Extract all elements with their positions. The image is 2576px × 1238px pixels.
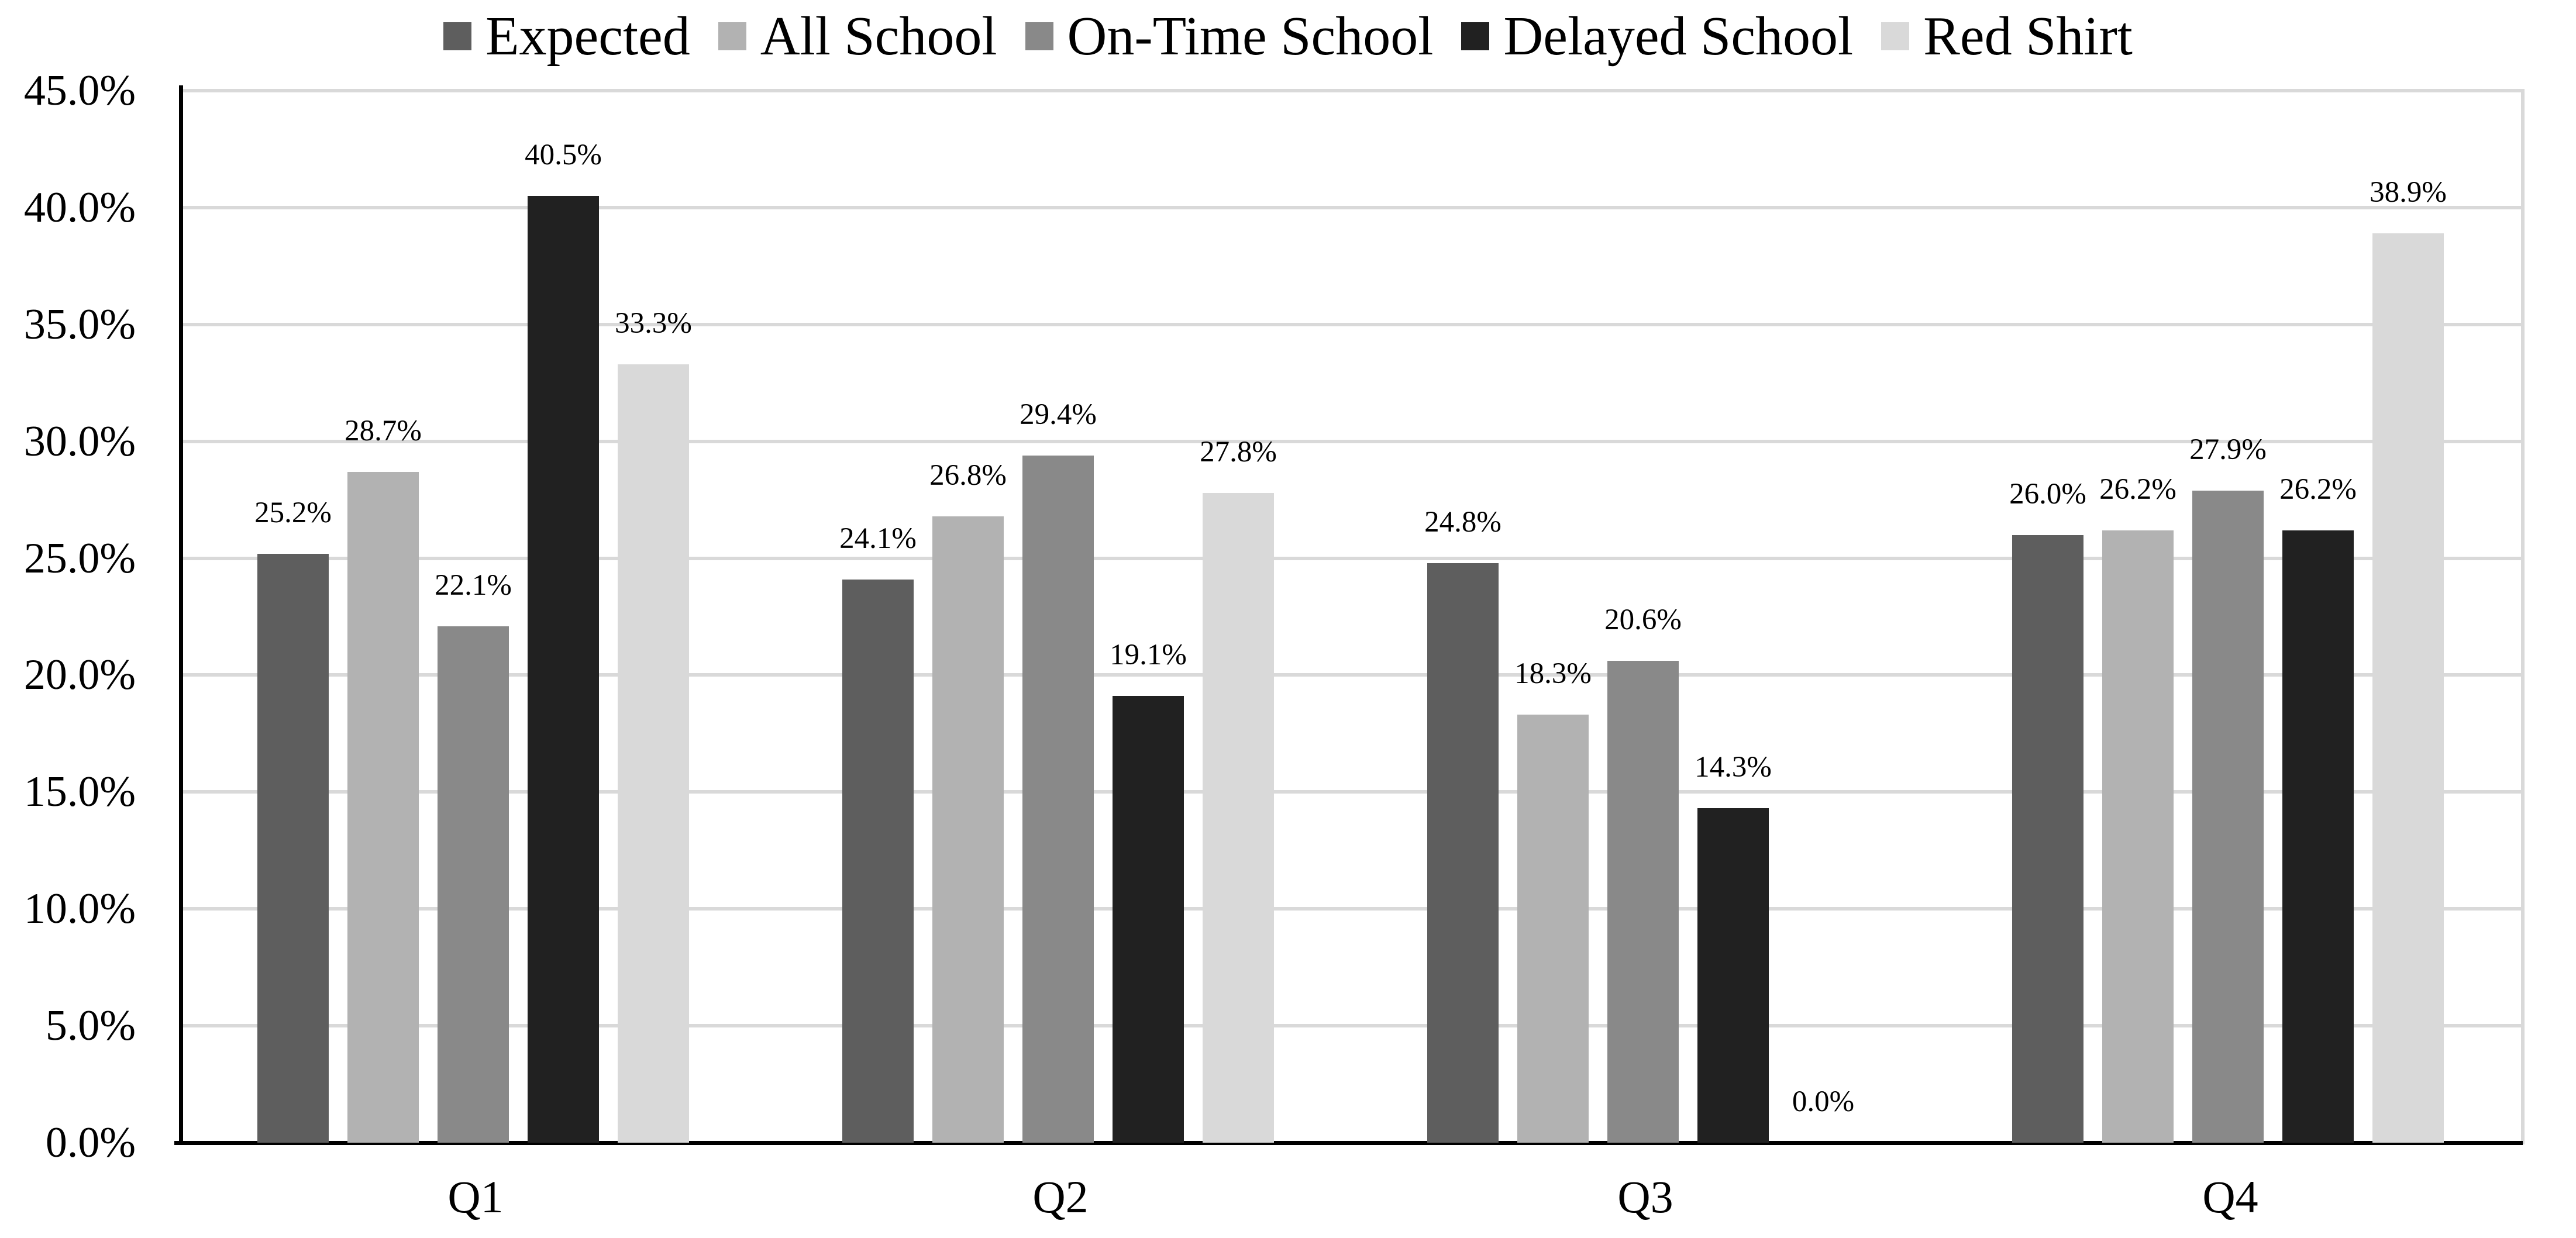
legend-item-4: Red Shirt <box>1881 9 2133 64</box>
bar-q4-on-time-school <box>2192 490 2264 1143</box>
chart-legend: Expected All School On-Time School Delayed … <box>0 0 2576 73</box>
bar-label-q2-on-time-school: 29.4% <box>1020 398 1097 431</box>
bar-q2-all-school <box>932 516 1004 1143</box>
bar-label-q4-red-shirt: 38.9% <box>2370 175 2447 209</box>
bar-label-q1-expected: 25.2% <box>254 496 332 529</box>
bar-q3-expected <box>1427 563 1499 1143</box>
legend-item-1: All School <box>718 9 997 64</box>
bar-q4-delayed-school <box>2282 530 2354 1143</box>
gridline-40 <box>183 205 2523 209</box>
y-tick-label-15.0%: 15.0% <box>23 768 136 816</box>
bar-label-q1-delayed-school: 40.5% <box>525 138 602 171</box>
legend-label: On-Time School <box>1067 6 1434 67</box>
y-tick-label-30.0%: 30.0% <box>23 417 136 465</box>
legend-label: Expected <box>485 6 690 67</box>
gridline-35 <box>183 322 2523 326</box>
bar-label-q3-on-time-school: 20.6% <box>1604 604 1682 637</box>
y-tick-label-10.0%: 10.0% <box>23 885 136 933</box>
bar-q3-on-time-school <box>1607 661 1679 1143</box>
gridline-20 <box>183 673 2523 677</box>
bar-q4-red-shirt <box>2372 233 2444 1143</box>
bar-q1-red-shirt <box>618 364 689 1143</box>
bar-q2-expected <box>842 579 914 1143</box>
y-axis-line <box>179 85 183 1145</box>
bar-label-q2-delayed-school: 19.1% <box>1110 639 1187 672</box>
bar-label-q2-red-shirt: 27.8% <box>1200 435 1277 468</box>
bar-q1-delayed-school <box>528 195 599 1143</box>
gridline-25 <box>183 556 2523 560</box>
bar-q1-all-school <box>347 471 419 1143</box>
legend-item-2: On-Time School <box>1025 6 1434 67</box>
bar-label-q1-all-school: 28.7% <box>345 414 422 447</box>
gridline-45 <box>183 89 2523 92</box>
bar-label-q4-all-school: 26.2% <box>2099 473 2176 506</box>
gridline-30 <box>183 439 2523 443</box>
x-tick-label-q4: Q4 <box>2202 1171 2258 1222</box>
bar-label-q4-expected: 26.0% <box>2009 477 2086 511</box>
x-axis-line <box>174 1141 2523 1145</box>
y-tick-label-45.0%: 45.0% <box>23 67 136 115</box>
bar-q2-red-shirt <box>1203 492 1274 1143</box>
bar-label-q3-all-school: 18.3% <box>1514 657 1592 691</box>
y-tick-label-25.0%: 25.0% <box>23 534 136 582</box>
y-tick-label-40.0%: 40.0% <box>23 183 136 232</box>
plot-area: 25.2% 28.7% 22.1% 40.5% 33.3% 24.1% 26.8% 29.4%… <box>183 89 2525 1144</box>
legend-item-0: Expected <box>443 9 690 64</box>
y-tick-label-35.0%: 35.0% <box>23 300 136 349</box>
bar-q1-on-time-school <box>438 626 509 1143</box>
y-tick-label-20.0%: 20.0% <box>23 651 136 699</box>
legend-swatch-icon <box>718 22 746 50</box>
gridline-15 <box>183 790 2523 794</box>
bar-q4-all-school <box>2102 530 2174 1143</box>
bar-label-q2-all-school: 26.8% <box>929 458 1007 492</box>
x-tick-label-q2: Q2 <box>1032 1171 1089 1222</box>
gridline-5 <box>183 1024 2523 1028</box>
bar-label-q3-delayed-school: 14.3% <box>1695 751 1772 784</box>
bar-q3-all-school <box>1517 715 1589 1143</box>
bar-label-q1-red-shirt: 33.3% <box>615 306 692 340</box>
legend-label: All School <box>760 6 997 67</box>
bar-label-q3-expected: 24.8% <box>1424 505 1501 539</box>
bar-q4-expected <box>2012 534 2083 1143</box>
bar-label-q2-expected: 24.1% <box>839 522 917 555</box>
y-tick-label-0.0%: 0.0% <box>45 1119 136 1167</box>
bar-label-q4-delayed-school: 26.2% <box>2279 473 2357 506</box>
bar-label-q4-on-time-school: 27.9% <box>2189 433 2267 466</box>
legend-swatch-icon <box>1881 22 1910 50</box>
bar-label-q3-red-shirt: 0.0% <box>1792 1085 1855 1118</box>
bar-q3-delayed-school <box>1697 808 1769 1143</box>
y-tick-label-5.0%: 5.0% <box>45 1002 136 1050</box>
bar-q2-delayed-school <box>1113 696 1184 1143</box>
x-tick-label-q1: Q1 <box>447 1171 504 1222</box>
bar-q1-expected <box>257 553 329 1143</box>
bar-label-q1-on-time-school: 22.1% <box>435 568 512 602</box>
legend-label: Delayed School <box>1503 6 1854 67</box>
legend-swatch-icon <box>443 22 472 50</box>
plot-right-border <box>2521 89 2525 1144</box>
legend-swatch-icon <box>1025 22 1053 50</box>
bar-q2-on-time-school <box>1022 455 1094 1143</box>
x-tick-label-q3: Q3 <box>1617 1171 1673 1222</box>
legend-item-3: Delayed School <box>1461 9 1853 64</box>
legend-label: Red Shirt <box>1923 6 2133 67</box>
gridline-10 <box>183 907 2523 911</box>
legend-swatch-icon <box>1461 22 1490 50</box>
